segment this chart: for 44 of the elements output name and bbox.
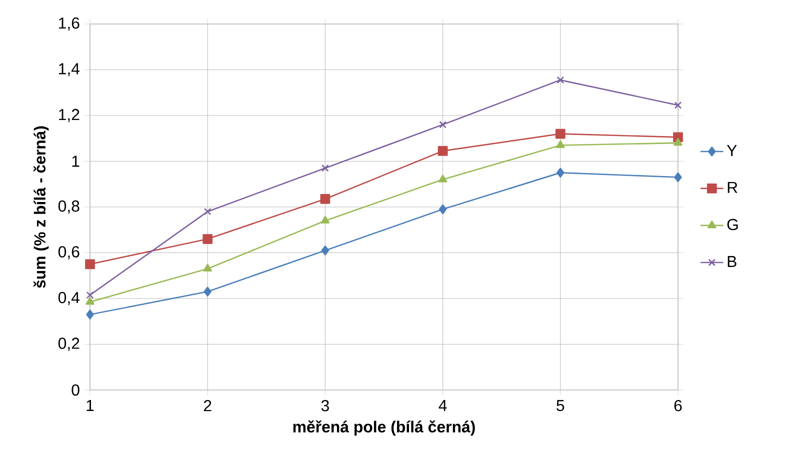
point xyxy=(439,120,446,128)
point xyxy=(202,234,213,244)
y-tick-label: 0 xyxy=(72,384,80,396)
point xyxy=(674,138,682,146)
point xyxy=(322,164,329,172)
point xyxy=(204,286,212,297)
x-tick-label: 2 xyxy=(204,400,212,412)
point xyxy=(321,246,330,256)
point xyxy=(204,208,212,216)
x-tick-label: 3 xyxy=(321,400,329,412)
point xyxy=(674,172,682,182)
y-tick-label: 1,2 xyxy=(59,108,80,122)
x-tick-label: 5 xyxy=(556,400,564,412)
point xyxy=(203,264,212,272)
y-tick-label: 0,2 xyxy=(58,338,80,351)
point xyxy=(438,146,448,156)
point xyxy=(86,310,94,320)
point xyxy=(556,140,565,148)
y-tick-label: 0,8 xyxy=(58,200,80,214)
point xyxy=(555,128,566,139)
legend-label: Y xyxy=(726,145,737,156)
legend-label: R xyxy=(728,182,738,193)
y-tick-label: 1,6 xyxy=(59,17,80,31)
point xyxy=(85,259,95,270)
y-axis-title: šum (% z bílá - černá) xyxy=(33,126,49,288)
x-tick-label: 1 xyxy=(86,400,94,411)
point xyxy=(438,174,448,182)
x-axis-title: měřená pole (bílá černá) xyxy=(293,420,475,436)
point xyxy=(320,194,330,204)
point xyxy=(556,168,564,178)
point xyxy=(438,204,447,214)
y-tick-label: 1,4 xyxy=(59,63,80,76)
x-tick-label: 4 xyxy=(438,400,447,411)
y-tick-label: 0,4 xyxy=(58,292,80,306)
legend-label: G xyxy=(727,218,738,230)
y-tick-label: 0,6 xyxy=(58,246,80,260)
x-tick-label: 6 xyxy=(674,400,682,412)
point xyxy=(86,291,94,299)
y-tick-label: 1 xyxy=(72,156,80,167)
point xyxy=(86,296,94,305)
legend-label: B xyxy=(728,256,736,267)
point xyxy=(320,216,330,224)
point xyxy=(556,76,564,84)
point xyxy=(674,102,682,109)
